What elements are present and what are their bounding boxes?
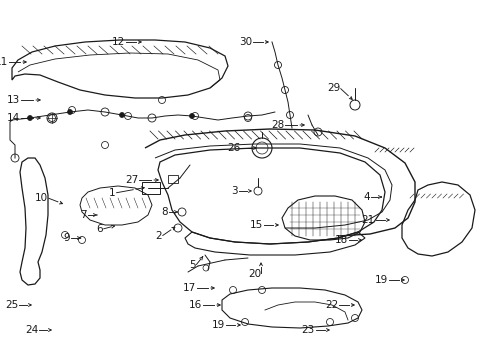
Text: 13: 13 — [7, 95, 20, 105]
Text: 20: 20 — [247, 269, 261, 279]
Text: 18: 18 — [334, 235, 347, 245]
Text: 24: 24 — [25, 325, 38, 335]
Circle shape — [189, 113, 194, 118]
Text: 10: 10 — [35, 193, 48, 203]
Text: 15: 15 — [249, 220, 263, 230]
Text: 21: 21 — [361, 215, 374, 225]
Text: 19: 19 — [211, 320, 224, 330]
Text: 29: 29 — [326, 83, 339, 93]
Text: 17: 17 — [183, 283, 196, 293]
Text: 26: 26 — [226, 143, 240, 153]
Text: 23: 23 — [301, 325, 314, 335]
Text: 25: 25 — [5, 300, 18, 310]
Text: 27: 27 — [124, 175, 138, 185]
Text: 3: 3 — [231, 186, 238, 196]
Text: 5: 5 — [189, 260, 196, 270]
Text: 6: 6 — [96, 224, 103, 234]
Circle shape — [119, 112, 124, 117]
Text: 1: 1 — [108, 188, 115, 198]
Text: 11: 11 — [0, 57, 8, 67]
Text: 30: 30 — [238, 37, 251, 47]
Circle shape — [27, 116, 32, 121]
Text: 7: 7 — [80, 210, 87, 220]
Text: 14: 14 — [7, 113, 20, 123]
Circle shape — [67, 109, 72, 114]
Text: 12: 12 — [112, 37, 125, 47]
Text: 28: 28 — [270, 120, 284, 130]
Text: 4: 4 — [363, 192, 369, 202]
Text: 16: 16 — [188, 300, 202, 310]
Text: 22: 22 — [324, 300, 337, 310]
Text: 8: 8 — [161, 207, 168, 217]
Text: 19: 19 — [374, 275, 387, 285]
Text: 9: 9 — [63, 233, 70, 243]
Text: 2: 2 — [155, 231, 162, 241]
